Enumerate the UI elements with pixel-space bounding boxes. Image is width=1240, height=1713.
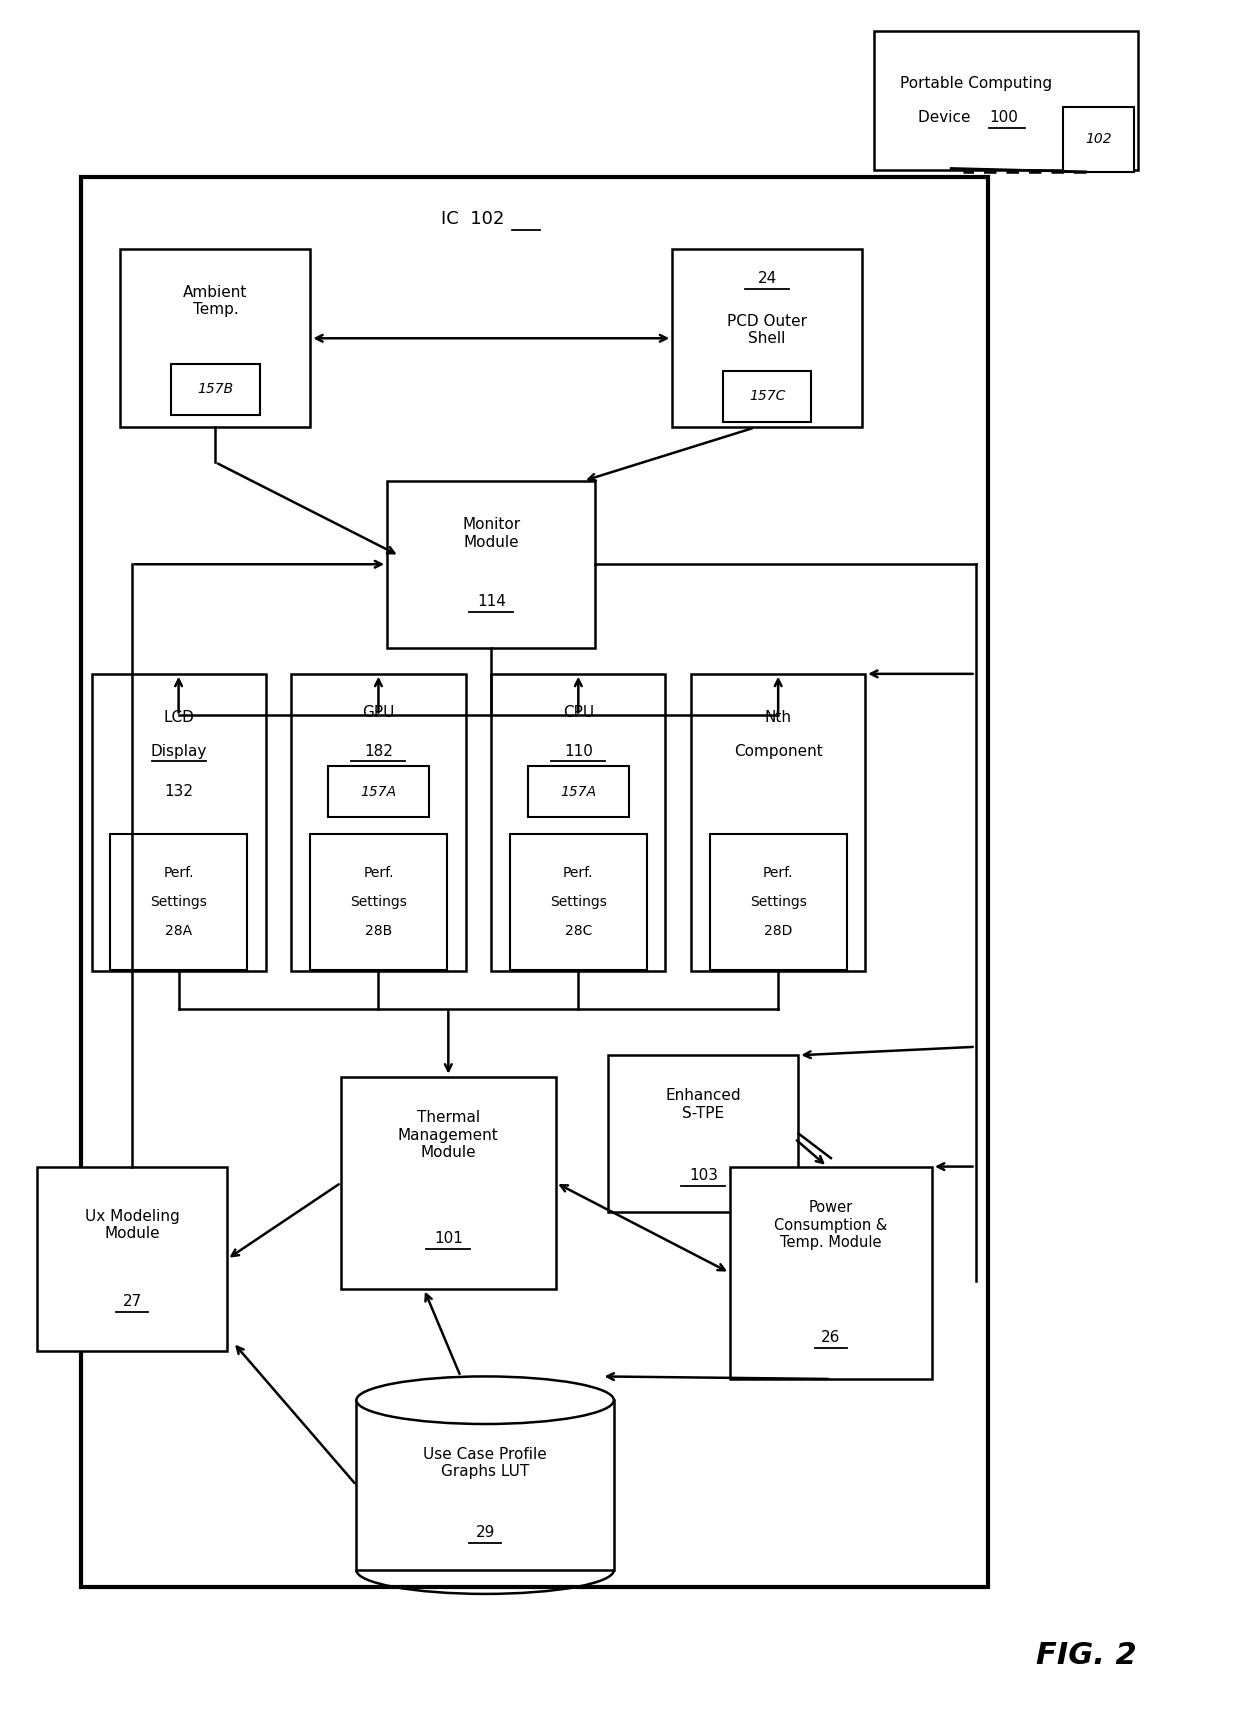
Text: Display: Display xyxy=(150,743,207,759)
Bar xyxy=(672,248,862,428)
Bar xyxy=(110,834,247,970)
Text: Component: Component xyxy=(734,743,822,759)
Text: 157C: 157C xyxy=(749,389,785,403)
Text: 26: 26 xyxy=(821,1329,841,1345)
Text: 28C: 28C xyxy=(564,925,591,939)
Text: Perf.: Perf. xyxy=(363,867,394,880)
Bar xyxy=(387,481,595,648)
Text: 100: 100 xyxy=(990,110,1018,125)
Bar xyxy=(874,31,1138,170)
Text: Device: Device xyxy=(918,110,976,125)
Text: 103: 103 xyxy=(689,1168,718,1184)
Text: Power
Consumption &
Temp. Module: Power Consumption & Temp. Module xyxy=(774,1201,888,1250)
Text: 28D: 28D xyxy=(764,925,792,939)
Bar xyxy=(723,370,811,421)
Bar xyxy=(37,1168,227,1352)
Text: Monitor
Module: Monitor Module xyxy=(463,517,521,550)
Bar xyxy=(510,834,647,970)
Text: 28A: 28A xyxy=(165,925,192,939)
Bar xyxy=(171,363,259,415)
Text: Portable Computing: Portable Computing xyxy=(899,75,1052,91)
Text: 157B: 157B xyxy=(197,382,233,396)
Text: 27: 27 xyxy=(123,1293,141,1309)
Text: Perf.: Perf. xyxy=(563,867,594,880)
Bar xyxy=(691,673,866,971)
Text: Ux Modeling
Module: Ux Modeling Module xyxy=(84,1209,180,1242)
Text: 24: 24 xyxy=(758,271,776,286)
Text: CPU: CPU xyxy=(563,704,594,719)
Text: 157A: 157A xyxy=(560,785,596,798)
Bar xyxy=(491,673,666,971)
Text: IC: IC xyxy=(449,211,472,228)
Bar xyxy=(120,248,310,428)
Text: 157A: 157A xyxy=(361,785,397,798)
Bar xyxy=(356,1400,614,1571)
Text: Thermal
Management
Module: Thermal Management Module xyxy=(398,1110,498,1160)
Text: 28B: 28B xyxy=(365,925,392,939)
Bar xyxy=(81,176,988,1588)
Text: Settings: Settings xyxy=(350,896,407,910)
Text: 102: 102 xyxy=(1085,132,1111,147)
Bar xyxy=(709,834,847,970)
Text: Enhanced
S-TPE: Enhanced S-TPE xyxy=(666,1088,742,1120)
Bar xyxy=(291,673,465,971)
Bar xyxy=(609,1055,799,1211)
Text: Settings: Settings xyxy=(750,896,806,910)
Bar xyxy=(92,673,265,971)
Text: 29: 29 xyxy=(475,1525,495,1540)
Text: Perf.: Perf. xyxy=(763,867,794,880)
Bar xyxy=(329,766,429,817)
Text: Use Case Profile
Graphs LUT: Use Case Profile Graphs LUT xyxy=(423,1447,547,1480)
Text: 132: 132 xyxy=(164,785,193,800)
Text: Nth: Nth xyxy=(765,709,791,725)
Bar xyxy=(1063,108,1133,171)
Text: 114: 114 xyxy=(477,594,506,610)
Bar xyxy=(310,834,448,970)
Text: FIG. 2: FIG. 2 xyxy=(1035,1641,1136,1670)
Text: 101: 101 xyxy=(434,1232,463,1247)
Text: IC  102: IC 102 xyxy=(441,211,505,228)
Bar xyxy=(528,766,629,817)
Text: 182: 182 xyxy=(365,743,393,759)
Bar xyxy=(729,1167,932,1379)
Text: GPU: GPU xyxy=(362,704,394,719)
Text: Settings: Settings xyxy=(549,896,606,910)
Text: Ambient
Temp.: Ambient Temp. xyxy=(184,284,248,317)
Bar xyxy=(341,1076,556,1288)
Text: LCD: LCD xyxy=(164,709,193,725)
Text: Perf.: Perf. xyxy=(164,867,193,880)
Text: 110: 110 xyxy=(564,743,593,759)
Ellipse shape xyxy=(356,1377,614,1424)
Text: PCD Outer
Shell: PCD Outer Shell xyxy=(727,313,807,346)
Text: Settings: Settings xyxy=(150,896,207,910)
